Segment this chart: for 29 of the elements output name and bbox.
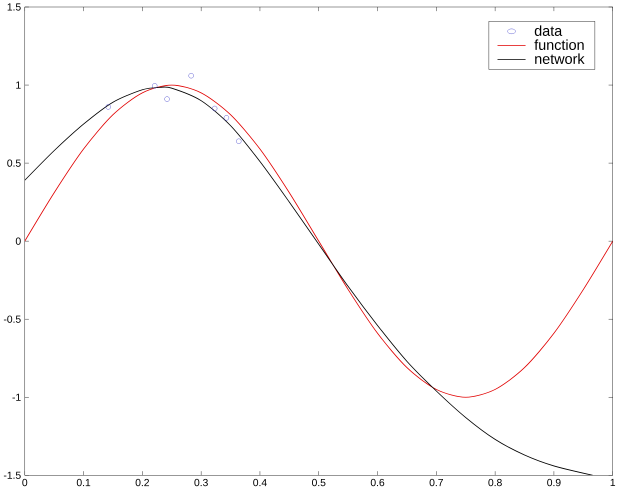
y-tick-label: -1.5 (4, 472, 21, 480)
y-tick-label: -0.5 (4, 316, 21, 324)
legend-label: network (535, 54, 585, 64)
y-tick-label: -1 (12, 394, 21, 401)
x-tick-label: 0.4 (253, 479, 267, 486)
point (164, 96, 170, 102)
x-tick-label: 1 (610, 479, 616, 486)
y-tick-label: 1.5 (8, 4, 21, 11)
x-tick-label: 0.6 (370, 479, 384, 486)
point (106, 104, 111, 110)
x-tick-label: 0.7 (430, 479, 443, 486)
point (152, 83, 158, 89)
y-tick-label: 0 (16, 238, 21, 245)
point (212, 106, 218, 112)
y-tick-label: 0.5 (7, 160, 21, 167)
x-tick-label: 0.3 (194, 479, 208, 486)
x-tick-label: 0.1 (76, 479, 90, 486)
point (188, 73, 194, 79)
x-tick-label: 0.5 (312, 479, 326, 486)
legend-label: data (534, 26, 562, 36)
line-series (24, 84, 613, 398)
point (224, 115, 230, 121)
x-tick-label: 0.2 (136, 479, 149, 486)
x-tick-label: 0.8 (488, 479, 502, 486)
legend-label: function (534, 40, 584, 50)
point (236, 138, 242, 144)
y-tick-label: 1 (16, 82, 21, 89)
x-tick-label: 0 (22, 479, 28, 486)
x-tick-label: 0.9 (547, 479, 561, 486)
